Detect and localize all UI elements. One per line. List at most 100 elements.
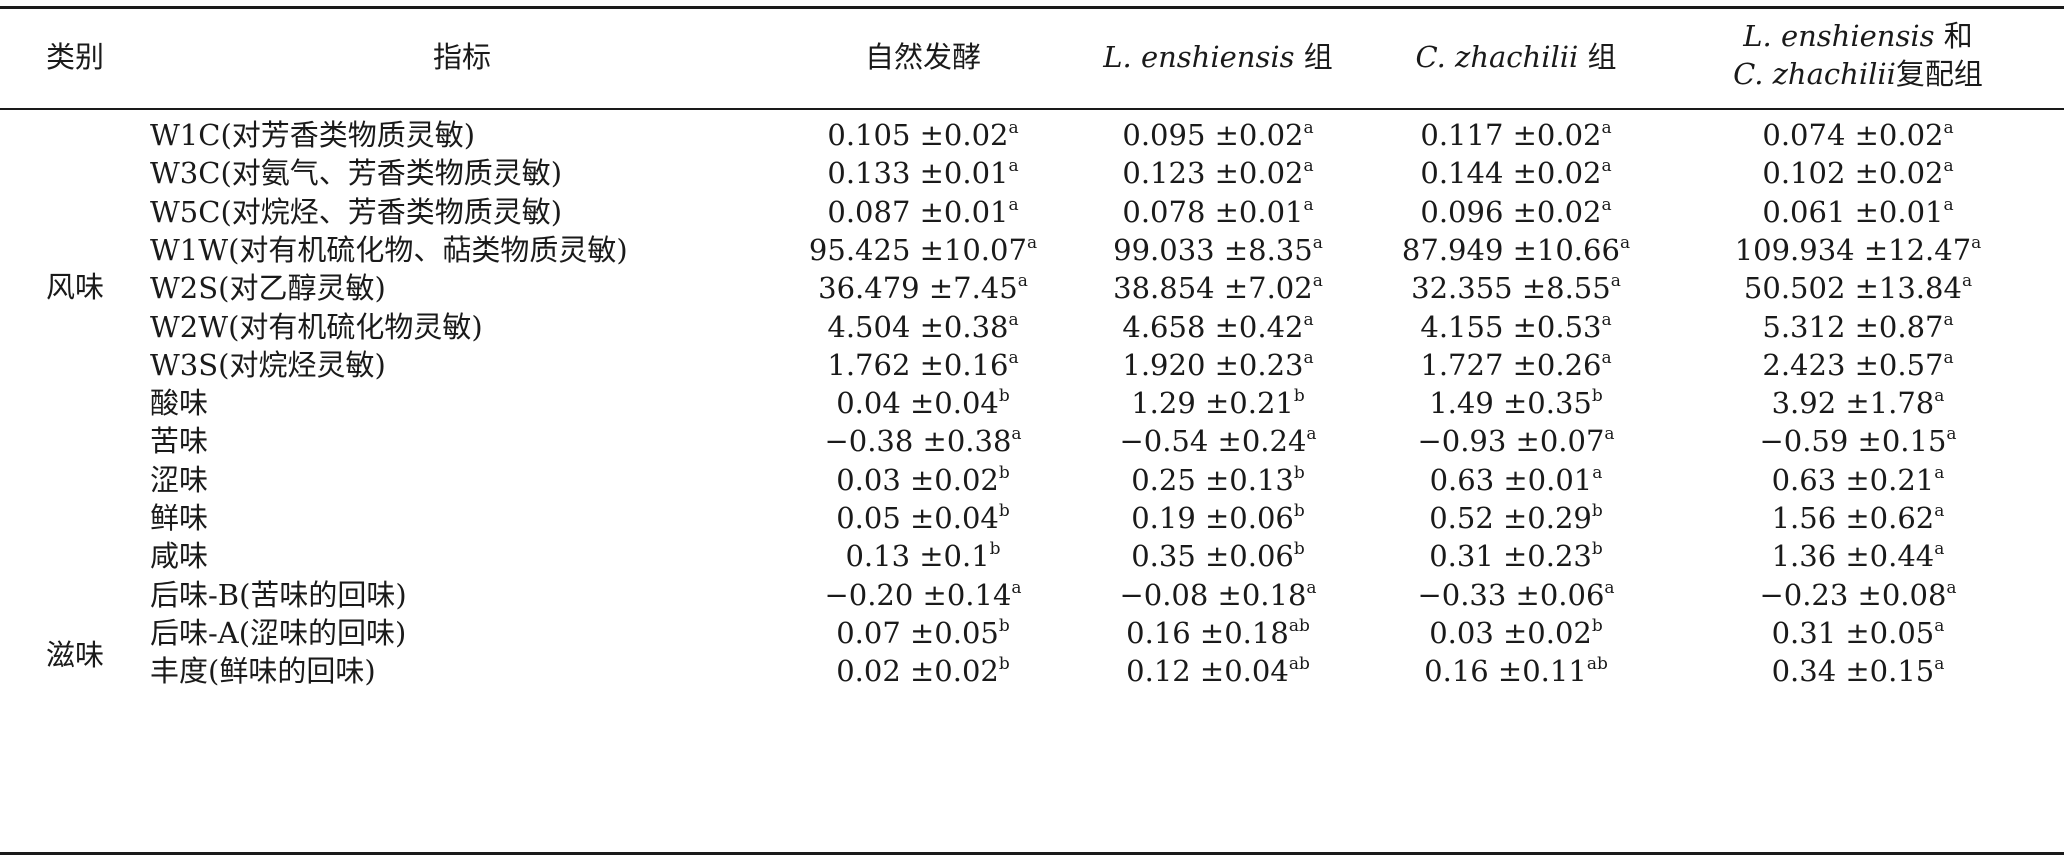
significance-letter: a: [1601, 118, 1612, 138]
value-cell: 0.03 ±0.02b: [1429, 616, 1603, 650]
header-combination-suffix-1: 和: [1943, 19, 1973, 53]
header-c-zhachilii-group: C. zhachilii 组: [1415, 40, 1616, 74]
significance-letter: a: [1604, 578, 1615, 598]
value-text: 0.078 ±0.01: [1122, 195, 1304, 229]
value-cell: 0.35 ±0.06b: [1131, 539, 1305, 573]
significance-letter: a: [1934, 539, 1945, 559]
value-text: 1.49 ±0.35: [1429, 386, 1592, 420]
significance-letter: b: [998, 463, 1010, 483]
value-text: 0.02 ±0.02: [836, 654, 999, 688]
value-text: 1.29 ±0.21: [1131, 386, 1294, 420]
value-cell: 109.934 ±12.47a: [1735, 233, 1982, 267]
indicator-cell: W3S(对烷烃灵敏): [150, 348, 386, 382]
header-indicator: 指标: [432, 40, 492, 74]
value-cell: 0.096 ±0.02a: [1420, 195, 1611, 229]
value-text: 1.56 ±0.62: [1771, 501, 1935, 535]
significance-letter: a: [1017, 271, 1028, 291]
value-cell: 1.36 ±0.44a: [1772, 539, 1945, 573]
value-cell: 1.49 ±0.35b: [1429, 386, 1603, 420]
bottom-rule: [0, 852, 2064, 855]
header-rule: [0, 108, 2064, 110]
header-category: 类别: [45, 40, 105, 74]
significance-letter: ab: [1288, 616, 1310, 636]
value-cell: −0.33 ±0.06a: [1417, 578, 1614, 612]
group-label-flavor: 风味: [45, 270, 105, 304]
value-cell: 1.56 ±0.62a: [1772, 501, 1945, 535]
significance-letter: b: [1591, 539, 1603, 559]
significance-letter: a: [1011, 424, 1022, 444]
significance-letter: a: [1934, 463, 1945, 483]
value-text: 95.425 ±10.07: [808, 233, 1027, 267]
significance-letter: ab: [1288, 654, 1310, 674]
significance-letter: a: [1934, 386, 1945, 406]
significance-letter: a: [1943, 348, 1954, 368]
significance-letter: a: [1946, 424, 1957, 444]
significance-letter: a: [1943, 118, 1954, 138]
significance-letter: a: [1011, 578, 1022, 598]
value-text: −0.54 ±0.24: [1119, 424, 1307, 458]
value-text: 38.854 ±7.02: [1113, 271, 1313, 305]
significance-letter: a: [1312, 271, 1323, 291]
significance-letter: a: [1946, 578, 1957, 598]
header-combination-group: L. enshiensis 和 C. zhachilii复配组: [1733, 17, 1983, 93]
value-text: 4.155 ±0.53: [1420, 310, 1602, 344]
value-text: 2.423 ±0.57: [1762, 348, 1944, 382]
value-text: 36.479 ±7.45: [818, 271, 1018, 305]
value-text: 0.144 ±0.02: [1420, 156, 1602, 190]
indicator-cell: 涩味: [150, 463, 209, 497]
significance-letter: a: [1303, 118, 1314, 138]
value-cell: 0.12 ±0.04ab: [1126, 654, 1310, 688]
significance-letter: a: [1601, 348, 1612, 368]
significance-letter: a: [1610, 271, 1621, 291]
header-c-zhachilii-suffix: 组: [1587, 40, 1617, 74]
group-label-taste: 滋味: [45, 638, 105, 672]
value-cell: 32.355 ±8.55a: [1411, 271, 1621, 305]
header-l-enshiensis-name: L. enshiensis: [1103, 40, 1295, 74]
significance-letter: b: [989, 539, 1001, 559]
value-cell: 0.13 ±0.1b: [845, 539, 1000, 573]
value-text: 4.504 ±0.38: [827, 310, 1009, 344]
significance-letter: a: [1026, 233, 1038, 253]
value-cell: 0.03 ±0.02b: [836, 463, 1010, 497]
significance-letter: a: [1971, 233, 1982, 253]
significance-letter: a: [1008, 195, 1019, 215]
value-cell: −0.93 ±0.07a: [1417, 424, 1614, 458]
value-cell: 0.087 ±0.01a: [827, 195, 1018, 229]
significance-letter: a: [1934, 616, 1945, 636]
indicator-cell: 后味-B(苦味的回味): [150, 578, 407, 612]
indicator-cell: 丰度(鲜味的回味): [150, 654, 376, 688]
value-text: 0.31 ±0.23: [1429, 539, 1592, 573]
value-text: 0.133 ±0.01: [827, 156, 1009, 190]
value-cell: −0.08 ±0.18a: [1119, 578, 1316, 612]
header-combination-name-1: L. enshiensis: [1743, 19, 1935, 53]
significance-letter: ab: [1586, 654, 1608, 674]
value-text: −0.59 ±0.15: [1759, 424, 1947, 458]
value-cell: 0.16 ±0.11ab: [1424, 654, 1608, 688]
value-text: 0.05 ±0.04: [836, 501, 999, 535]
value-text: 0.12 ±0.04: [1126, 654, 1289, 688]
significance-letter: b: [1591, 501, 1603, 521]
indicator-cell: 酸味: [150, 386, 209, 420]
significance-letter: a: [1943, 310, 1954, 330]
value-cell: 3.92 ±1.78a: [1772, 386, 1945, 420]
value-cell: 0.102 ±0.02a: [1762, 156, 1953, 190]
value-cell: −0.38 ±0.38a: [824, 424, 1021, 458]
value-cell: 0.105 ±0.02a: [827, 118, 1018, 152]
value-cell: 50.502 ±13.84a: [1744, 271, 1972, 305]
value-text: 0.087 ±0.01: [827, 195, 1009, 229]
value-cell: 0.05 ±0.04b: [836, 501, 1010, 535]
significance-letter: a: [1943, 195, 1954, 215]
significance-letter: b: [1293, 463, 1305, 483]
value-text: 1.36 ±0.44: [1771, 539, 1935, 573]
value-text: 0.102 ±0.02: [1762, 156, 1944, 190]
value-cell: −0.23 ±0.08a: [1759, 578, 1956, 612]
value-text: 4.658 ±0.42: [1122, 310, 1304, 344]
significance-letter: a: [1601, 310, 1612, 330]
value-text: 1.762 ±0.16: [827, 348, 1009, 382]
significance-letter: a: [1303, 195, 1314, 215]
value-cell: 0.63 ±0.21a: [1772, 463, 1945, 497]
significance-letter: a: [1604, 424, 1615, 444]
significance-letter: a: [1008, 310, 1019, 330]
value-text: 0.16 ±0.18: [1126, 616, 1289, 650]
